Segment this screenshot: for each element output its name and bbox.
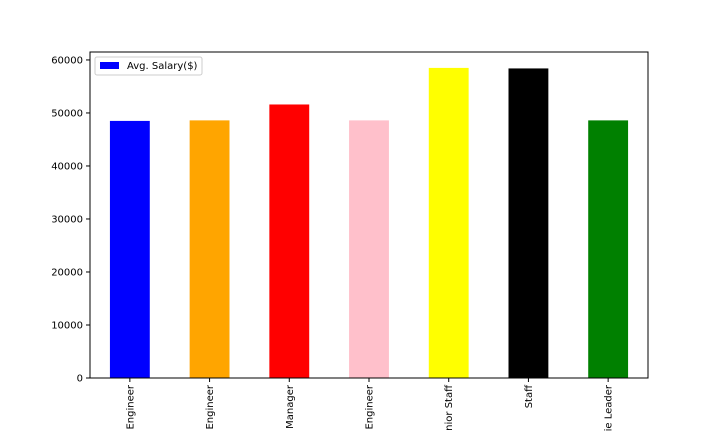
y-tick-label-50000: 50000	[51, 108, 83, 119]
bars-group	[109, 67, 629, 378]
x-tick-label-2: Engineer	[205, 384, 216, 429]
y-tick-label-40000: 40000	[51, 161, 83, 172]
legend-swatch	[100, 62, 119, 69]
bar-7	[588, 120, 629, 378]
y-tick-label-0: 0	[77, 374, 83, 385]
bar-2	[189, 120, 230, 378]
x-axis-ticks: Engineer Engineer Manager Engineer nior Staf…	[125, 378, 615, 431]
legend: Avg. Salary($)	[94, 56, 203, 76]
bar-4	[349, 120, 389, 378]
x-tick-label-3: Manager	[285, 384, 296, 429]
bar-5	[428, 67, 469, 378]
x-tick-label-5: nior Staff	[444, 384, 455, 431]
plot-area-frame	[89, 51, 649, 379]
legend-label: Avg. Salary($)	[127, 61, 198, 72]
x-tick-label-7: ie Leader	[604, 384, 615, 431]
y-tick-label-60000: 60000	[51, 55, 83, 66]
bar-3	[269, 104, 310, 378]
bar-1	[109, 120, 150, 378]
y-tick-label-20000: 20000	[51, 267, 83, 278]
x-tick-label-1: Engineer	[125, 384, 136, 429]
bar-6	[508, 68, 549, 378]
y-tick-label-30000: 30000	[51, 214, 83, 225]
legend-box	[94, 56, 203, 76]
y-axis-ticks: 0 10000 20000 30000 40000 50000 60000	[51, 55, 90, 385]
x-tick-label-6: Staff	[524, 384, 535, 408]
y-tick-label-10000: 10000	[51, 320, 83, 331]
x-tick-label-4: Engineer	[365, 384, 376, 429]
